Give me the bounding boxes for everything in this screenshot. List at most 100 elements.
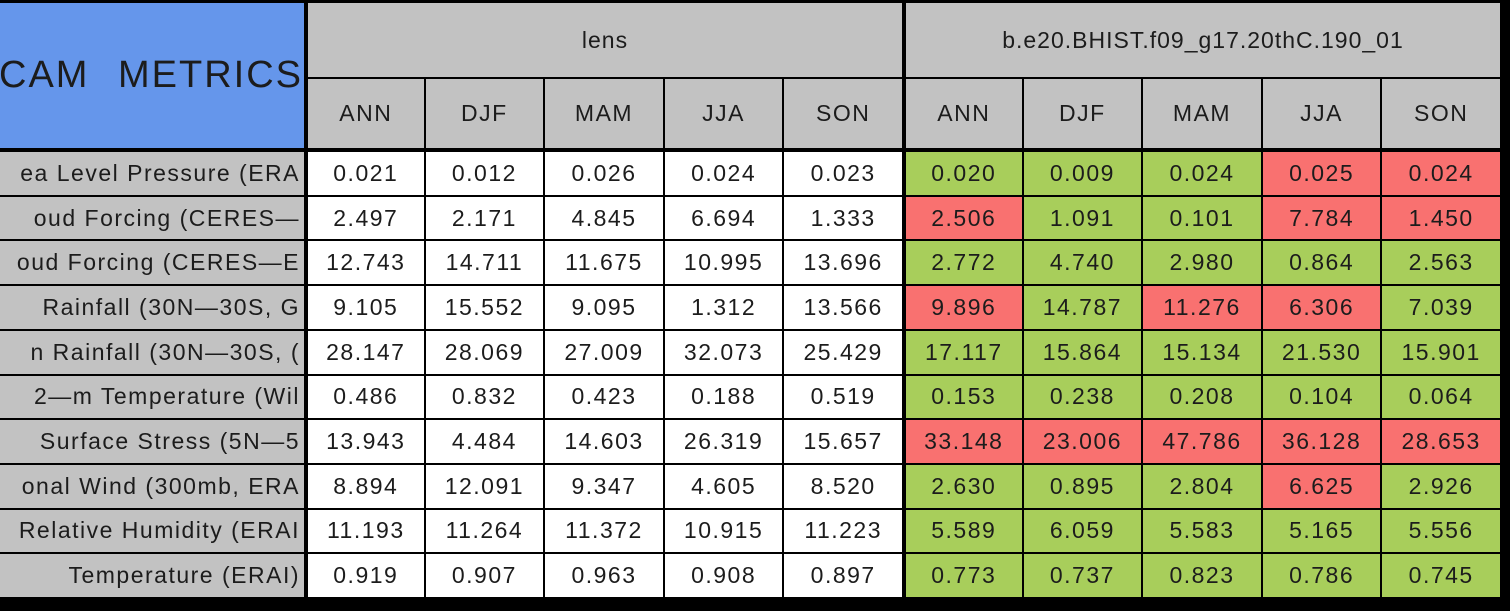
case-value-cell: 14.787 [1023,286,1142,329]
case-value-cell: 0.773 [903,554,1022,597]
season-header-lens-jja: JJA [664,79,783,150]
case-value-cell: 0.009 [1023,152,1142,195]
column-group-case: b.e20.BHIST.f09_g17.20thC.190_01 [903,3,1500,77]
case-value-cell: 2.980 [1143,241,1261,285]
lens-value-cell: 27.009 [545,330,663,374]
lens-value-cell: 13.696 [784,241,902,285]
case-value-cell: 5.583 [1143,509,1261,553]
case-value-cell: 11.276 [1143,286,1261,329]
case-value-cell: 23.006 [1023,420,1142,463]
case-value-cell: 15.864 [1023,330,1142,374]
case-value-cell: 1.450 [1382,196,1500,240]
lens-value-cell: 15.552 [425,286,544,329]
case-value-cell: 0.024 [1382,152,1500,195]
case-value-cell: 0.786 [1262,554,1381,597]
lens-value-cell: 0.021 [306,152,424,195]
case-value-cell: 36.128 [1262,420,1381,463]
lens-value-cell: 25.429 [784,330,902,374]
case-value-cell: 2.926 [1382,464,1500,508]
row-label: 2—m Temperature (Wil [0,375,304,419]
case-value-cell: 7.784 [1262,196,1381,240]
case-value-cell: 17.117 [903,330,1022,374]
case-value-cell: 6.306 [1262,286,1381,329]
column-group-lens: lens [306,3,902,77]
lens-value-cell: 2.497 [306,196,424,240]
metrics-grid: CAM METRICS lens b.e20.BHIST.f09_g17.20t… [0,3,1500,597]
lens-value-cell: 9.095 [545,286,663,329]
lens-value-cell: 0.023 [784,152,902,195]
case-value-cell: 0.104 [1262,375,1381,419]
case-value-cell: 2.563 [1382,241,1500,285]
lens-value-cell: 6.694 [664,196,783,240]
row-label: ea Level Pressure (ERA [0,152,304,195]
case-value-cell: 0.823 [1143,554,1261,597]
case-value-cell: 0.064 [1382,375,1500,419]
lens-value-cell: 1.312 [664,286,783,329]
case-value-cell: 6.625 [1262,464,1381,508]
lens-value-cell: 0.897 [784,554,902,597]
case-value-cell: 2.772 [903,241,1022,285]
lens-value-cell: 0.963 [545,554,663,597]
case-value-cell: 33.148 [903,420,1022,463]
lens-value-cell: 10.915 [664,509,783,553]
table-title: CAM METRICS [0,3,304,150]
case-value-cell: 2.506 [903,196,1022,240]
season-header-case-djf: DJF [1023,79,1142,150]
lens-value-cell: 4.845 [545,196,663,240]
row-label: Relative Humidity (ERAI [0,509,304,553]
lens-value-cell: 11.264 [425,509,544,553]
lens-value-cell: 0.012 [425,152,544,195]
lens-value-cell: 4.484 [425,420,544,463]
lens-value-cell: 0.486 [306,375,424,419]
season-header-lens-djf: DJF [425,79,544,150]
season-header-lens-ann: ANN [306,79,424,150]
season-header-case-mam: MAM [1143,79,1261,150]
season-header-case-ann: ANN [903,79,1022,150]
season-header-case-jja: JJA [1262,79,1381,150]
lens-value-cell: 28.069 [425,330,544,374]
season-header-case-son: SON [1382,79,1500,150]
lens-value-cell: 8.520 [784,464,902,508]
case-value-cell: 0.238 [1023,375,1142,419]
lens-value-cell: 9.347 [545,464,663,508]
lens-value-cell: 4.605 [664,464,783,508]
lens-value-cell: 15.657 [784,420,902,463]
lens-value-cell: 12.743 [306,241,424,285]
lens-value-cell: 8.894 [306,464,424,508]
lens-value-cell: 0.026 [545,152,663,195]
lens-value-cell: 32.073 [664,330,783,374]
lens-value-cell: 13.943 [306,420,424,463]
case-value-cell: 15.134 [1143,330,1261,374]
lens-value-cell: 9.105 [306,286,424,329]
row-label: Surface Stress (5N—5 [0,420,304,463]
lens-value-cell: 11.675 [545,241,663,285]
lens-value-cell: 28.147 [306,330,424,374]
case-value-cell: 0.025 [1262,152,1381,195]
lens-value-cell: 0.907 [425,554,544,597]
lens-value-cell: 0.832 [425,375,544,419]
case-value-cell: 1.091 [1023,196,1142,240]
row-label: oud Forcing (CERES— [0,196,304,240]
lens-value-cell: 0.908 [664,554,783,597]
row-label: n Rainfall (30N—30S, ( [0,330,304,374]
case-value-cell: 21.530 [1262,330,1381,374]
case-value-cell: 0.208 [1143,375,1261,419]
case-value-cell: 5.556 [1382,509,1500,553]
case-value-cell: 9.896 [903,286,1022,329]
row-label: Rainfall (30N—30S, G [0,286,304,329]
case-value-cell: 15.901 [1382,330,1500,374]
case-value-cell: 47.786 [1143,420,1261,463]
case-value-cell: 28.653 [1382,420,1500,463]
case-value-cell: 0.020 [903,152,1022,195]
case-value-cell: 0.895 [1023,464,1142,508]
row-label: onal Wind (300mb, ERA [0,464,304,508]
lens-value-cell: 0.423 [545,375,663,419]
case-value-cell: 0.153 [903,375,1022,419]
lens-value-cell: 0.919 [306,554,424,597]
lens-value-cell: 11.372 [545,509,663,553]
lens-value-cell: 12.091 [425,464,544,508]
lens-value-cell: 0.024 [664,152,783,195]
season-header-lens-mam: MAM [545,79,663,150]
case-value-cell: 5.589 [903,509,1022,553]
